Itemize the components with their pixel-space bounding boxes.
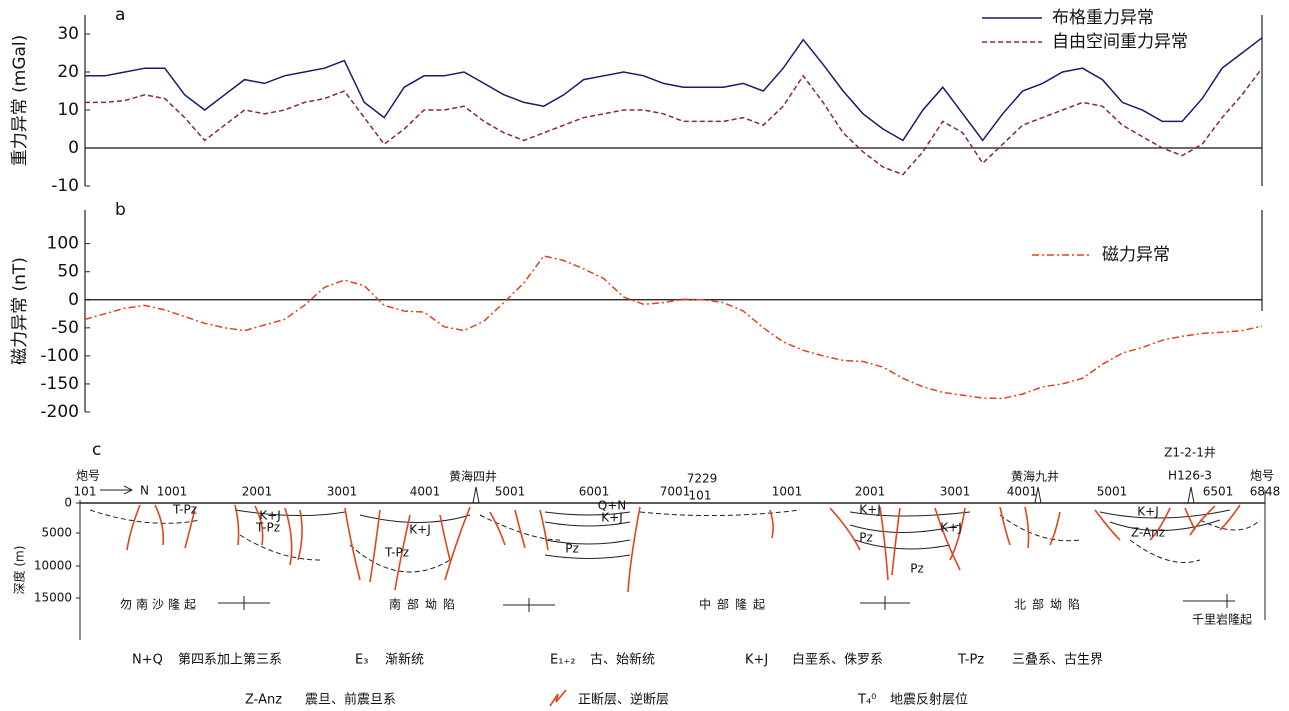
legend-text: 白垩系、侏罗系 (792, 652, 883, 668)
unit: 南部坳陷 (389, 597, 461, 612)
shot: 7001 (660, 485, 691, 499)
well: 黄海九井 (1011, 469, 1059, 484)
stratum: K+J (859, 503, 880, 517)
y-tick-label: 30 (57, 24, 79, 44)
axis-title: 磁力异常 (nT) (10, 257, 30, 365)
y-tick-label: 0 (68, 290, 79, 310)
series-line (85, 38, 1262, 141)
unit: 勿南沙隆起 (120, 597, 200, 612)
legend-text: 渐新统 (385, 652, 424, 668)
shot: 6501 (1203, 485, 1234, 499)
stratum: Pz (910, 562, 924, 576)
stratum: Z-Anz (1131, 526, 1165, 540)
legend-code: K+J (745, 653, 768, 668)
panel-label: a (115, 5, 125, 25)
y-tick-label: -100 (40, 346, 79, 366)
depth-tick: 15000 (34, 591, 72, 605)
shot: 101 (689, 489, 712, 503)
legend-code: Z-Anz (245, 693, 282, 708)
shot: 1001 (772, 485, 803, 499)
legend-text: 地震反射层位 (890, 692, 968, 708)
panel-label: c (92, 440, 101, 460)
stratum: T-Pz (172, 503, 197, 517)
y-tick-label: 10 (57, 100, 79, 120)
stratum: K+J (940, 521, 961, 535)
shot-label: 炮号 (76, 469, 100, 483)
shot-label: 炮号 (1250, 469, 1274, 483)
faults (127, 505, 1240, 592)
well: H126-3 (1168, 469, 1212, 483)
depth-tick: 10000 (34, 559, 72, 573)
legend-code: N+Q (132, 653, 163, 668)
legend-code: E₃ (355, 653, 368, 668)
depth-tick: 0 (64, 496, 72, 510)
stratum: T-Pz (255, 521, 280, 535)
y-tick-label: -150 (40, 374, 79, 394)
well: 黄海四井 (449, 469, 497, 484)
legend-code: T₄⁰ (857, 693, 876, 708)
shot: 3001 (327, 485, 358, 499)
unit: 千里岩隆起 (1192, 612, 1252, 627)
unit: 中部隆起 (699, 597, 771, 612)
legend-label: 布格重力异常 (1052, 8, 1154, 28)
legend-text: 第四系加上第三系 (178, 653, 282, 668)
legend-text: 古、始新统 (590, 652, 655, 668)
y-tick-label: -10 (51, 176, 79, 196)
y-tick-label: 20 (57, 62, 79, 82)
y-tick-label: -200 (40, 402, 79, 422)
legend-label: 磁力异常 (1102, 245, 1170, 265)
y-tick-label: -50 (51, 318, 79, 338)
y-tick-label: 0 (68, 138, 79, 158)
shot: 4001 (1007, 485, 1038, 499)
shot: 5001 (1097, 485, 1128, 499)
shot: 101 (74, 485, 97, 499)
legend-text: 正断层、逆断层 (578, 692, 669, 708)
legend-text: 震旦、前震旦系 (305, 692, 396, 708)
stratum: T-Pz (384, 546, 409, 560)
y-tick-label: 50 (57, 262, 79, 282)
shot: 6848 (1250, 485, 1281, 499)
depth-tick: 5000 (41, 526, 72, 540)
stratum: K+J (1137, 505, 1158, 519)
panel-label: b (115, 200, 126, 220)
section-frame (76, 486, 1265, 640)
unit: 北部坳陷 (1014, 597, 1086, 612)
shot: 5001 (495, 485, 526, 499)
series-line (85, 68, 1262, 174)
legend-text: 三叠系、古生界 (1012, 653, 1103, 668)
stratum: K+J (409, 523, 430, 537)
axis-title: 重力异常 (mGal) (10, 35, 30, 167)
shot: 6001 (579, 485, 610, 499)
shot: 2001 (242, 485, 273, 499)
shot: 1001 (157, 485, 188, 499)
shot: 3001 (940, 485, 971, 499)
legend-code: T-Pz (957, 653, 984, 668)
shot: 2001 (855, 485, 886, 499)
legend-code: E₁₊₂ (550, 653, 576, 668)
axis-title: 深度 (m) (12, 546, 27, 595)
y-tick-label: 100 (47, 234, 79, 254)
legend-label: 自由空间重力异常 (1052, 32, 1188, 52)
stratum: Pz (859, 531, 873, 545)
stratum: Pz (565, 542, 579, 556)
stratum: K+J (601, 511, 622, 525)
well: Z1-2-1井 (1164, 446, 1216, 460)
direction: N (140, 484, 149, 498)
shot: 7229 (687, 472, 718, 486)
figure: c 深度 (m) 0 5000 10000 15000 炮号 炮号 N 101 … (0, 0, 1289, 711)
shot: 4001 (410, 485, 441, 499)
series-line (85, 256, 1262, 399)
